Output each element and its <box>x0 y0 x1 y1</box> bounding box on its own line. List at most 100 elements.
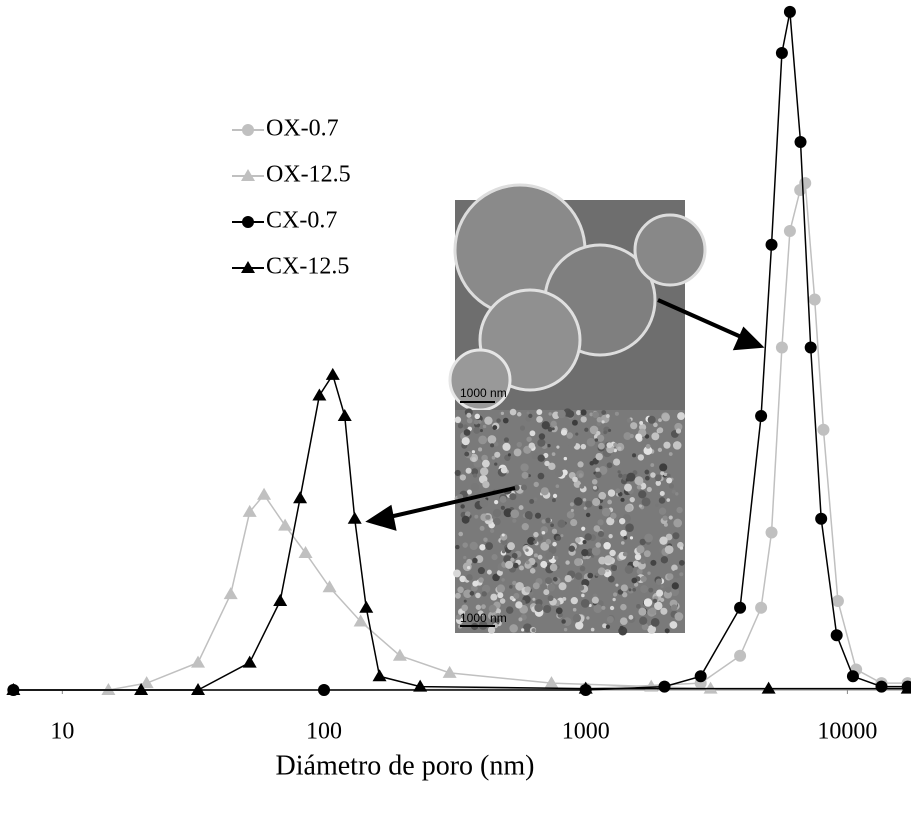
sem-grain <box>589 425 599 435</box>
sem-grain <box>597 519 604 526</box>
sem-grain <box>601 605 606 610</box>
sem-grain <box>556 445 560 449</box>
sem-grain <box>608 428 612 432</box>
sem-grain <box>598 505 603 510</box>
sem-grain <box>528 442 535 449</box>
sem-grain <box>484 416 493 425</box>
sem-grain <box>592 485 598 490</box>
sem-grain <box>485 542 494 550</box>
sem-grain <box>643 550 651 558</box>
sem-grain <box>598 556 607 565</box>
sem-grain <box>481 454 488 462</box>
sem-grain <box>466 412 472 418</box>
sem-grain <box>595 542 602 548</box>
sem-grain <box>485 514 491 520</box>
sem-grain <box>570 596 578 605</box>
data-point <box>703 681 718 694</box>
sem-grain <box>598 491 607 500</box>
series-line <box>13 493 711 691</box>
sem-grain <box>555 469 564 478</box>
sem-grain <box>634 553 642 561</box>
sem-texture <box>453 408 685 636</box>
sem-grain <box>552 498 556 503</box>
sem-grain <box>509 585 513 589</box>
sem-grain <box>668 483 675 489</box>
sem-grain <box>481 591 487 597</box>
sem-grain <box>605 624 611 629</box>
sem-grain <box>636 568 643 575</box>
sem-grain <box>581 593 585 598</box>
sem-grain <box>531 628 536 633</box>
sem-grain <box>461 437 470 446</box>
sem-grain <box>502 442 511 451</box>
sem-grain <box>507 542 516 551</box>
sem-grain <box>507 453 511 457</box>
sem-grain <box>475 592 481 599</box>
data-point <box>846 670 859 683</box>
sem-grain <box>547 443 551 448</box>
data-point <box>337 409 352 421</box>
sem-grain <box>518 505 524 511</box>
data-point <box>875 680 888 693</box>
data-point <box>783 5 796 18</box>
sem-grain <box>671 489 676 494</box>
sem-grain <box>509 408 517 416</box>
sem-grain <box>575 621 584 630</box>
data-point <box>817 423 830 436</box>
data-point <box>359 600 374 613</box>
sem-grain <box>521 523 529 531</box>
sem-grain <box>521 471 529 479</box>
data-point <box>273 593 288 606</box>
sem-grain <box>525 560 530 565</box>
sem-grain <box>501 549 506 554</box>
sem-grain <box>644 533 653 543</box>
sem-grain <box>573 480 582 488</box>
data-point <box>139 676 154 689</box>
sem-grain <box>638 490 647 499</box>
sem-grain <box>589 460 595 466</box>
data-point <box>578 681 593 694</box>
sem-grain <box>651 432 660 441</box>
sem-grain <box>623 535 628 540</box>
sem-grain <box>534 512 542 519</box>
sem-grain <box>650 559 657 566</box>
sem-grain <box>492 508 502 518</box>
sem-grain <box>610 512 617 519</box>
sem-grain <box>499 495 507 503</box>
sem-grain <box>562 596 567 601</box>
sem-grain <box>550 420 557 427</box>
sem-grain <box>597 442 605 450</box>
sem-grain <box>649 607 657 615</box>
sem-grain <box>603 542 611 550</box>
sem-grain <box>623 432 632 441</box>
sem-grain <box>537 535 544 542</box>
data-point <box>658 680 671 693</box>
sem-grain <box>471 450 476 454</box>
legend-label: OX-0.7 <box>266 116 339 142</box>
legend-marker <box>241 261 255 273</box>
sem-grain <box>495 612 501 619</box>
sem-grain <box>601 410 607 415</box>
data-point <box>293 491 308 504</box>
sem-grain <box>513 592 520 599</box>
sem-grain <box>540 583 548 591</box>
sem-grain <box>505 606 514 614</box>
data-point <box>761 681 776 694</box>
sem-grain <box>617 446 622 451</box>
sem-grain <box>524 547 534 557</box>
data-point <box>442 665 457 678</box>
sem-grain <box>624 565 634 574</box>
sem-grain <box>572 607 577 612</box>
data-point <box>223 587 238 600</box>
sem-grain <box>477 610 484 617</box>
data-point <box>815 512 828 525</box>
x-tick-label: 10000 <box>817 719 877 745</box>
sem-grain <box>645 444 651 449</box>
sem-grain <box>540 541 550 551</box>
sem-grain <box>509 493 517 501</box>
sem-grain <box>479 525 485 531</box>
sem-grain <box>494 462 498 466</box>
sem-grain <box>613 458 621 466</box>
sem-grain <box>671 564 678 572</box>
